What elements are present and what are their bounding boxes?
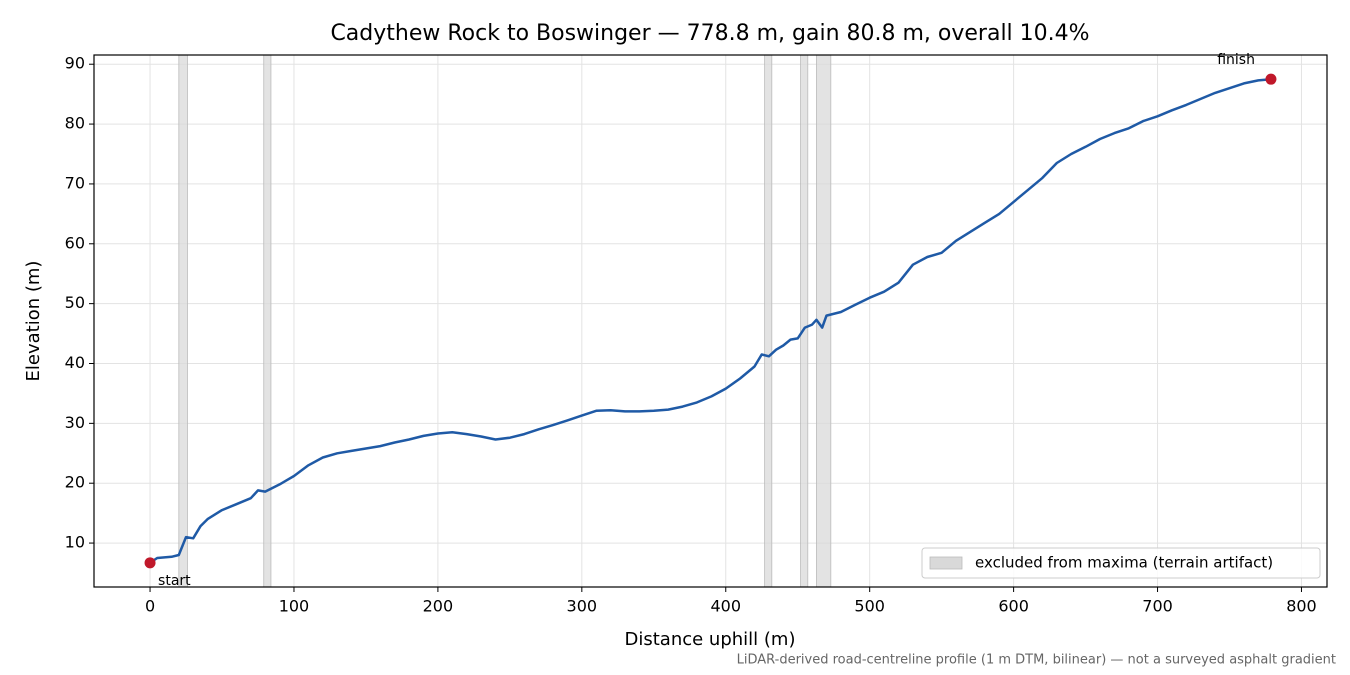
x-tick-label: 800 [1286, 597, 1317, 616]
x-tick-label: 500 [854, 597, 885, 616]
x-tick-label: 0 [145, 597, 155, 616]
endpoint-label: finish [1217, 52, 1255, 68]
footnote: LiDAR-derived road-centreline profile (1… [737, 653, 1336, 668]
x-tick-label: 100 [279, 597, 310, 616]
endpoint-marker [1265, 73, 1277, 85]
excluded-band [800, 54, 809, 588]
y-tick-label: 70 [65, 173, 85, 192]
y-tick-label: 90 [65, 54, 85, 73]
y-tick-label: 20 [65, 473, 85, 492]
legend-box [921, 547, 1321, 579]
y-tick-label: 50 [65, 293, 85, 312]
x-tick-label: 200 [423, 597, 454, 616]
elevation-line [149, 77, 1272, 564]
y-tick-label: 10 [65, 533, 85, 552]
x-axis-label: Distance uphill (m) [625, 629, 796, 650]
plot-frame [93, 54, 1328, 588]
y-tick-label: 40 [65, 353, 85, 372]
y-tick-label: 80 [65, 114, 85, 133]
legend-swatch [929, 556, 963, 570]
x-tick-label: 700 [1142, 597, 1173, 616]
x-tick-label: 400 [710, 597, 741, 616]
y-axis-label: Elevation (m) [23, 261, 44, 382]
endpoint-label: start [158, 573, 191, 589]
excluded-band [263, 54, 272, 588]
x-tick-label: 300 [567, 597, 598, 616]
y-tick-label: 30 [65, 413, 85, 432]
endpoint-marker [144, 557, 156, 569]
chart-title: Cadythew Rock to Boswinger — 778.8 m, ga… [330, 21, 1089, 46]
x-tick-label: 600 [998, 597, 1029, 616]
legend-label: excluded from maxima (terrain artifact) [975, 554, 1273, 572]
excluded-band [764, 54, 773, 588]
excluded-band [178, 54, 188, 588]
y-tick-label: 60 [65, 233, 85, 252]
